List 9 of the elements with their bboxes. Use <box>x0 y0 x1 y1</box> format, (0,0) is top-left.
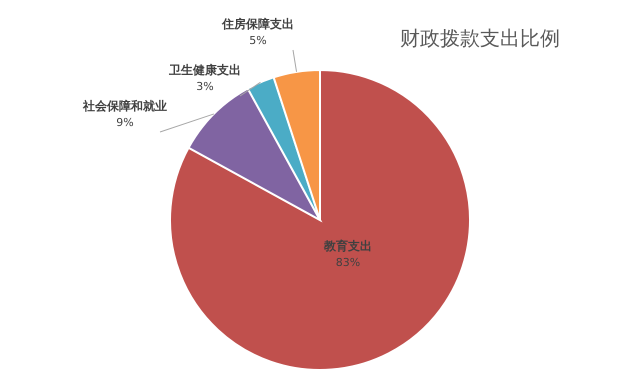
text: 财政拨款支出比例 <box>400 26 560 50</box>
slice-label: 社会保障和就业 <box>82 99 167 113</box>
slice-label: 教育支出 <box>323 239 372 253</box>
slice-label: 卫生健康支出 <box>168 63 241 77</box>
slice-label: 住房保障支出 <box>221 17 294 31</box>
data-label: 9% <box>116 116 134 129</box>
data-label: 3% <box>196 80 214 93</box>
data-label: 5% <box>249 34 267 47</box>
data-label: 83% <box>336 256 360 269</box>
